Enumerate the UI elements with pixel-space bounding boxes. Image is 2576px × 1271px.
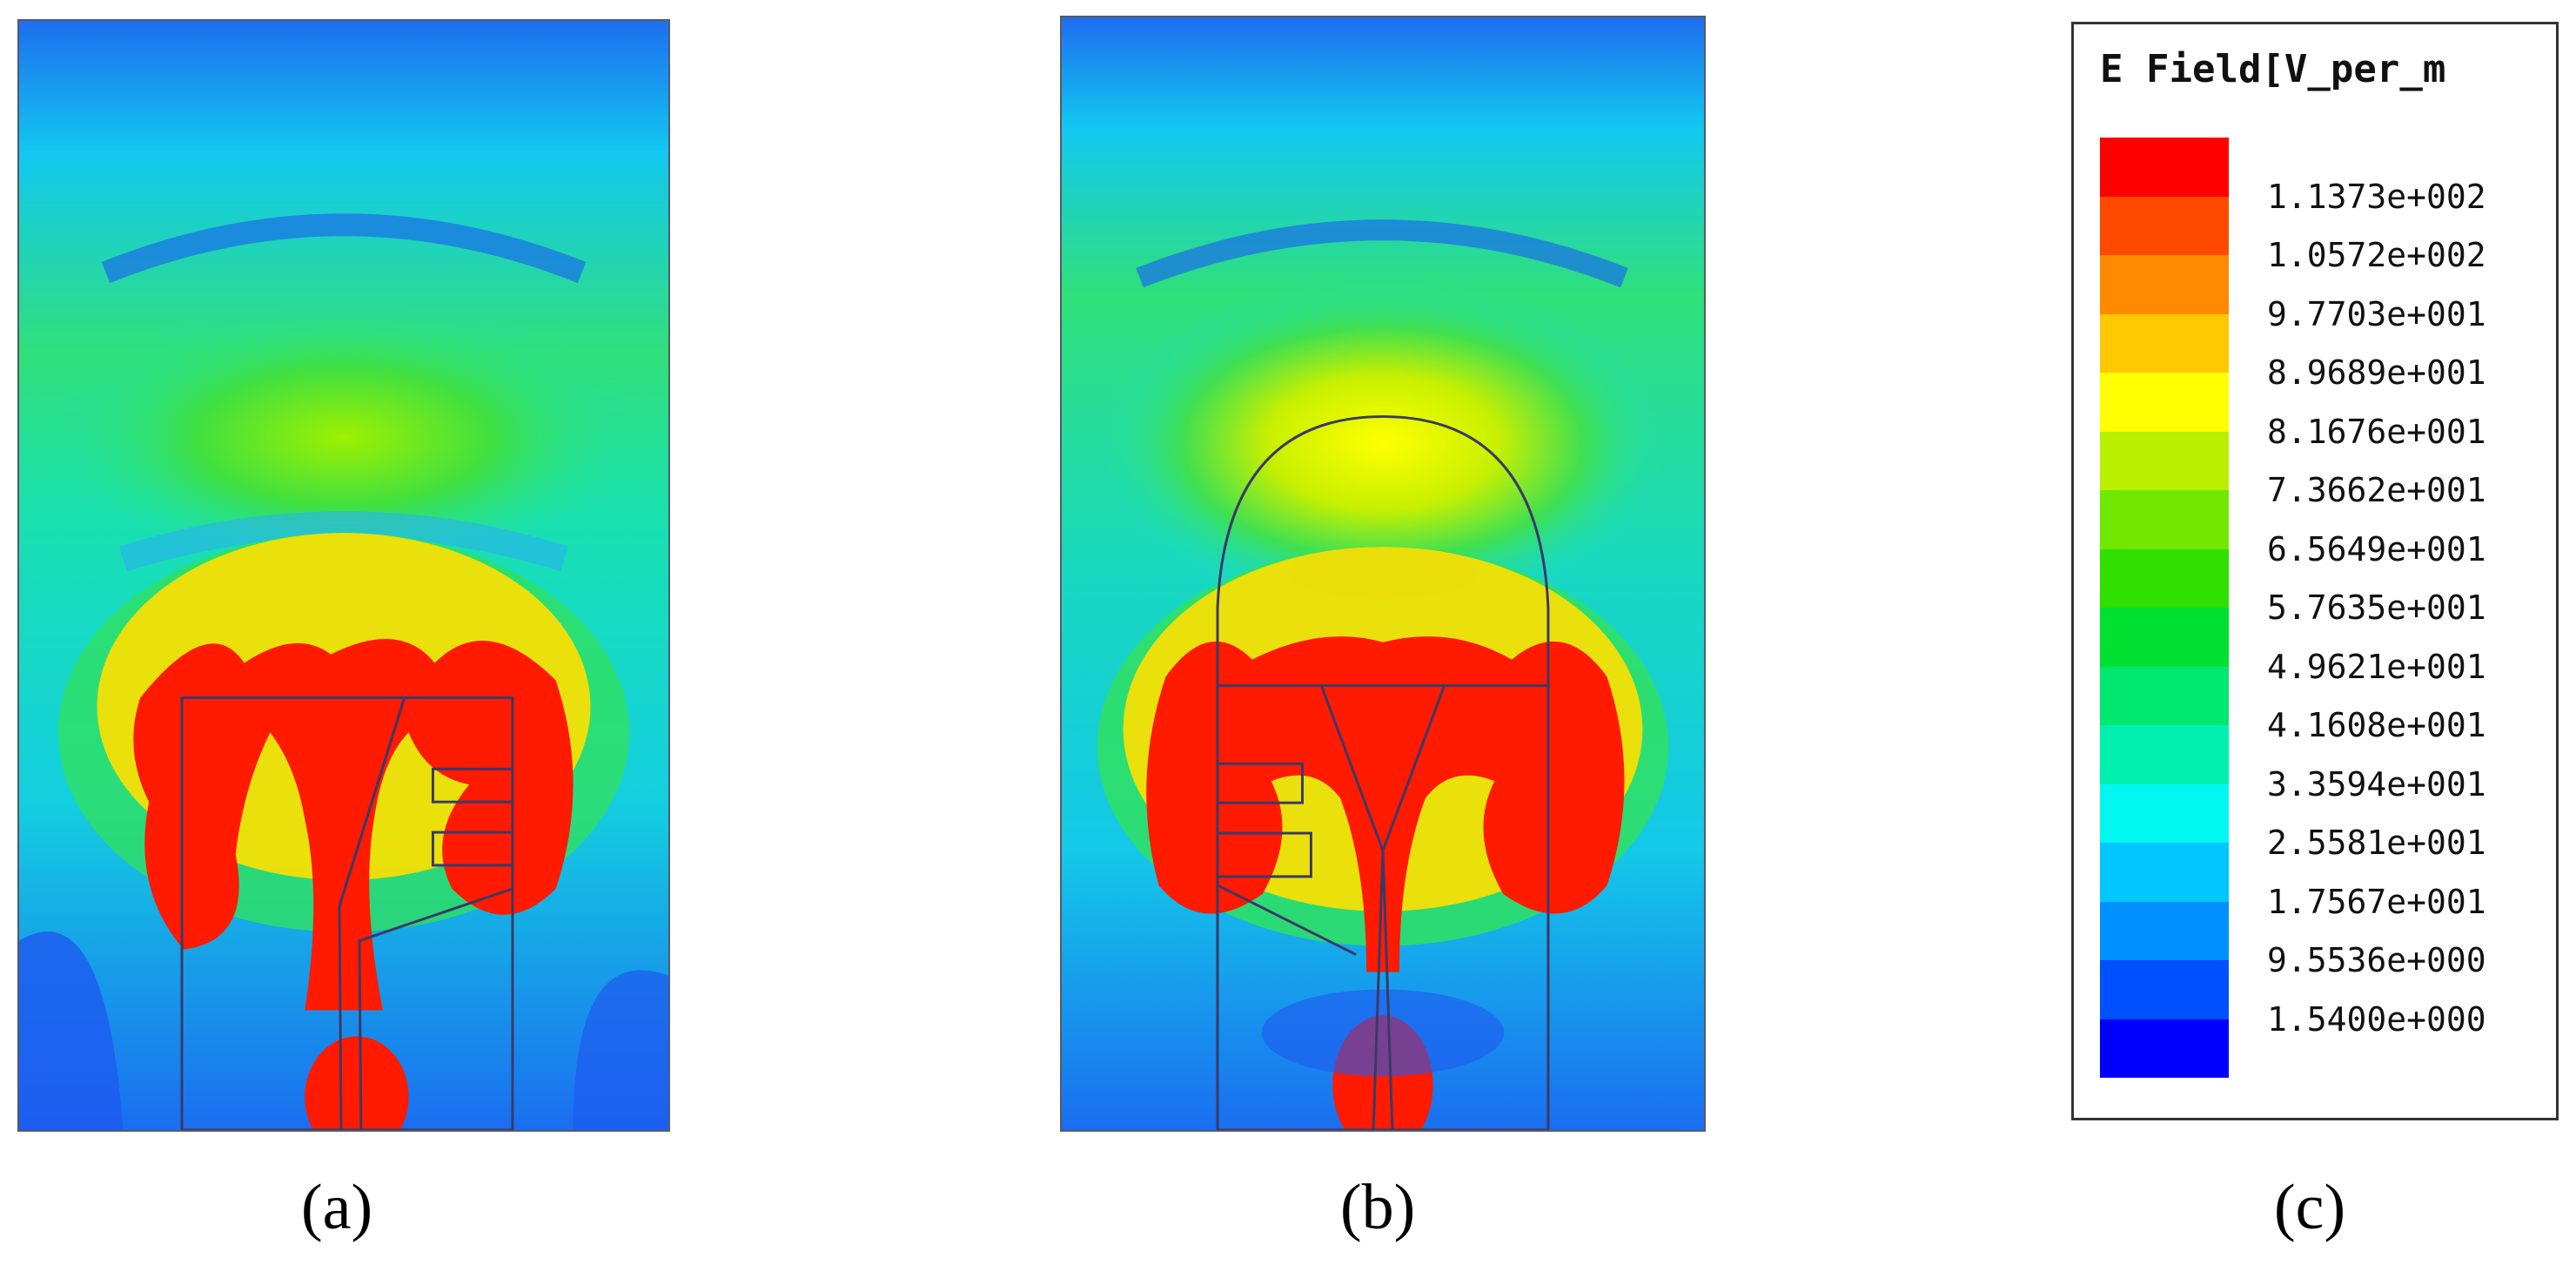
- legend-tick-label: 8.9689e+001: [2267, 353, 2486, 392]
- legend-tick-label: 4.1608e+001: [2267, 706, 2486, 744]
- legend-swatch: [2100, 901, 2229, 960]
- legend-swatch: [2100, 255, 2229, 314]
- legend-tick-label: 1.7567e+001: [2267, 882, 2486, 921]
- field-plot-b: [1060, 16, 1706, 1132]
- legend-tick-label: 1.1373e+002: [2267, 177, 2486, 216]
- legend-tick-label: 5.7635e+001: [2267, 588, 2486, 627]
- caption-b: (b): [1340, 1172, 1416, 1243]
- caption-c: (c): [2274, 1172, 2346, 1243]
- legend-tick-label: 3.3594e+001: [2267, 764, 2486, 804]
- legend-swatch: [2100, 138, 2229, 197]
- legend-swatch: [2100, 960, 2229, 1019]
- legend-swatch: [2100, 1019, 2229, 1078]
- legend-swatch: [2100, 196, 2229, 255]
- field-plot-a: [17, 19, 670, 1132]
- field-plot-a-svg: [19, 21, 668, 1130]
- legend-swatch: [2100, 373, 2229, 432]
- legend-tick-label: 8.1676e+001: [2267, 412, 2486, 451]
- color-legend: E Field[V_per_m 1.1373e+002 1.0572e+002 9.…: [2071, 22, 2559, 1120]
- legend-tick-label: 6.5649e+001: [2267, 529, 2486, 568]
- legend-swatch: [2100, 490, 2229, 549]
- legend-tick-label: 9.7703e+001: [2267, 294, 2486, 333]
- legend-swatch: [2100, 666, 2229, 725]
- legend-tick-label: 1.5400e+000: [2267, 999, 2486, 1039]
- legend-swatch: [2100, 313, 2229, 373]
- legend-swatch: [2100, 431, 2229, 490]
- caption-a: (a): [301, 1172, 373, 1243]
- legend-tick-label: 1.0572e+002: [2267, 236, 2486, 274]
- legend-swatch: [2100, 548, 2229, 608]
- legend-tick-label: 9.5536e+000: [2267, 941, 2486, 979]
- legend-title: E Field[V_per_m: [2100, 47, 2446, 91]
- legend-color-scale: [2100, 138, 2229, 1078]
- legend-tick-label: 4.9621e+001: [2267, 647, 2486, 686]
- legend-swatch: [2100, 725, 2229, 784]
- field-plot-b-svg: [1062, 17, 1704, 1130]
- legend-swatch: [2100, 608, 2229, 667]
- legend-tick-label: 7.3662e+001: [2267, 471, 2486, 509]
- legend-swatch: [2100, 843, 2229, 902]
- legend-tick-label: 2.5581e+001: [2267, 824, 2486, 862]
- legend-swatch: [2100, 783, 2229, 843]
